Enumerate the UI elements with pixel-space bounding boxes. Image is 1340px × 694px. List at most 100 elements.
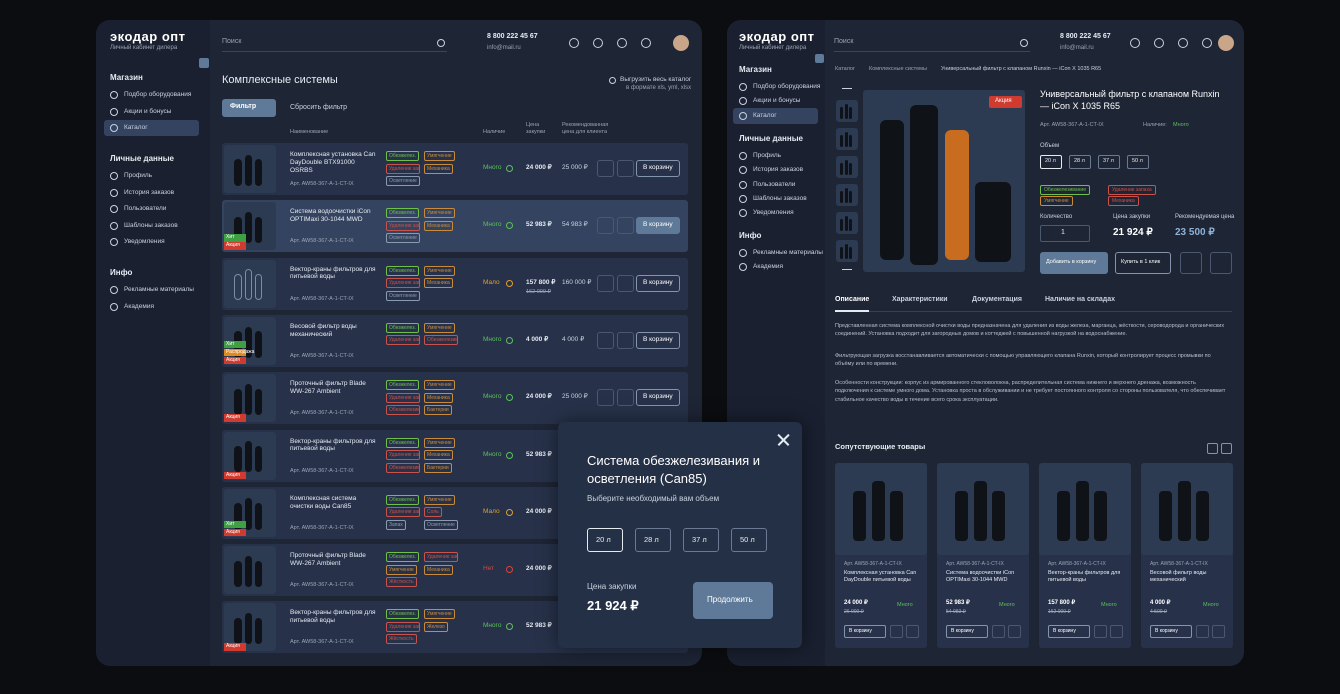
reset-filter[interactable]: Сбросить фильтр xyxy=(290,104,348,111)
cart-button[interactable] xyxy=(636,217,680,235)
slider-next[interactable] xyxy=(1221,443,1232,454)
volume-option[interactable] xyxy=(1098,155,1120,169)
compare-button[interactable] xyxy=(1094,625,1107,638)
compare-button[interactable] xyxy=(597,160,614,177)
compare-button[interactable] xyxy=(597,389,614,407)
continue-button-label[interactable]: Продолжить xyxy=(707,595,753,604)
sidebar-item[interactable]: Уведомления xyxy=(124,238,165,246)
add-to-cart[interactable] xyxy=(1040,252,1108,274)
sidebar-item[interactable]: Шаблоны заказов xyxy=(124,221,178,229)
cart-button[interactable] xyxy=(636,331,680,349)
icon[interactable] xyxy=(617,38,627,48)
icon[interactable] xyxy=(1020,39,1028,47)
favorite-button[interactable] xyxy=(1210,252,1232,274)
product-name[interactable]: Проточный фильтр Blade WW-267 Ambient xyxy=(290,552,366,567)
tab[interactable]: Характеристики xyxy=(892,296,948,303)
icon[interactable] xyxy=(739,249,747,257)
sidebar-item[interactable]: Шаблоны заказов xyxy=(753,194,807,202)
icon[interactable] xyxy=(110,302,118,311)
tab[interactable]: Наличие на складах xyxy=(1045,296,1116,303)
icon[interactable] xyxy=(110,286,118,294)
product-name[interactable]: Вектор-краны фильтров для питьевой воды xyxy=(290,437,376,453)
product-name[interactable]: Комплексная установка Can DayDouble BTX9… xyxy=(290,151,376,174)
icon[interactable] xyxy=(739,263,747,272)
icon[interactable] xyxy=(110,172,118,180)
sidebar-item[interactable]: Каталог xyxy=(124,124,148,132)
related-cart-label[interactable]: В корзину xyxy=(1155,628,1178,634)
product-name[interactable]: Вектор-краны фильтров для питьевой воды xyxy=(290,609,376,625)
sidebar-item[interactable]: Каталог xyxy=(753,111,777,119)
product-name[interactable]: Комплексная система очистки воды Can85 xyxy=(290,494,357,510)
icon[interactable] xyxy=(641,38,651,48)
icon[interactable] xyxy=(739,180,747,189)
compare-button[interactable] xyxy=(992,625,1005,638)
related-cart[interactable] xyxy=(1048,625,1090,638)
volume-option-label[interactable]: 50 л xyxy=(740,535,755,544)
icon[interactable] xyxy=(110,205,118,214)
icon[interactable] xyxy=(593,38,603,48)
volume-option-label[interactable]: 37 л xyxy=(1103,158,1114,164)
icon[interactable] xyxy=(739,111,747,120)
volume-option[interactable] xyxy=(1040,155,1062,169)
compare-button[interactable] xyxy=(597,274,614,292)
volume-option[interactable] xyxy=(731,528,767,552)
icon[interactable] xyxy=(739,166,747,175)
add-to-cart-label[interactable]: Добавить в корзину xyxy=(1046,259,1097,265)
sidebar-item[interactable]: Рекламные материалы xyxy=(753,249,823,256)
related-cart[interactable] xyxy=(946,625,988,638)
compare-button[interactable] xyxy=(1180,252,1202,274)
breadcrumb[interactable]: Каталог xyxy=(835,66,855,72)
related-cart[interactable] xyxy=(1150,625,1192,638)
cart-button-label[interactable]: В корзину xyxy=(643,393,673,401)
collapse-button[interactable] xyxy=(199,58,209,68)
volume-option[interactable] xyxy=(1069,155,1091,169)
compare-button[interactable] xyxy=(1196,625,1209,638)
product-name[interactable]: Вектор-краны фильтров для питьевой воды xyxy=(290,265,376,281)
search-placeholder[interactable]: Поиск xyxy=(834,38,854,45)
icon[interactable] xyxy=(609,77,616,84)
icon[interactable] xyxy=(1202,38,1212,48)
related-name[interactable]: Система водоочистки iCon OPTIMaxi 30-104… xyxy=(946,570,1015,583)
cart-button-label[interactable]: В корзину xyxy=(643,221,673,229)
related-name[interactable]: Комплексная установка Can DayDouble пить… xyxy=(844,570,917,583)
related-cart[interactable] xyxy=(844,625,886,638)
volume-option-label[interactable]: 20 л xyxy=(596,535,611,544)
gallery-down[interactable] xyxy=(842,264,852,270)
icon[interactable] xyxy=(1154,38,1164,48)
buy-one-click-label[interactable]: Купить в 1 клик xyxy=(1121,259,1161,265)
favorite-button[interactable] xyxy=(617,331,634,349)
related-cart-label[interactable]: В корзину xyxy=(849,628,872,634)
sidebar-item[interactable]: Рекламные материалы xyxy=(124,286,194,293)
volume-option-label[interactable]: 20 л xyxy=(1045,158,1056,164)
avatar[interactable] xyxy=(673,35,689,51)
related-name[interactable]: Весовой фильтр воды механический xyxy=(1150,570,1207,583)
icon[interactable] xyxy=(110,188,118,197)
compare-button[interactable] xyxy=(890,625,903,638)
filter-button[interactable] xyxy=(222,99,276,117)
buy-one-click[interactable] xyxy=(1115,252,1171,274)
volume-option[interactable] xyxy=(635,528,671,552)
icon[interactable] xyxy=(739,194,747,203)
quantity[interactable]: 1 xyxy=(1061,229,1065,236)
sidebar-item[interactable]: Акции и бонусы xyxy=(753,97,801,105)
filter-button-label[interactable]: Фильтр xyxy=(230,103,257,110)
cart-button[interactable] xyxy=(636,389,680,407)
icon[interactable] xyxy=(739,152,747,160)
related-name[interactable]: Вектор-краны фильтров для питьевой воды xyxy=(1048,570,1121,583)
icon[interactable] xyxy=(110,221,118,230)
breadcrumb[interactable]: Комплексные системы xyxy=(869,66,927,72)
search-placeholder[interactable]: Поиск xyxy=(222,38,242,45)
collapse-button[interactable] xyxy=(815,54,824,63)
product-name[interactable]: Система водоочистки iCon OPTIMaxi 30-104… xyxy=(290,208,371,224)
favorite-button[interactable] xyxy=(617,389,634,407)
icon[interactable] xyxy=(569,38,579,48)
volume-option[interactable] xyxy=(587,528,623,552)
favorite-button[interactable] xyxy=(617,160,634,177)
favorite-button[interactable] xyxy=(1008,625,1021,638)
icon[interactable] xyxy=(739,83,747,91)
favorite-button[interactable] xyxy=(906,625,919,638)
sidebar-item[interactable]: Акции и бонусы xyxy=(124,107,172,115)
sidebar-item[interactable]: Профиль xyxy=(124,172,153,179)
sidebar-item[interactable]: История заказов xyxy=(753,166,804,174)
volume-option-label[interactable]: 37 л xyxy=(692,535,707,544)
